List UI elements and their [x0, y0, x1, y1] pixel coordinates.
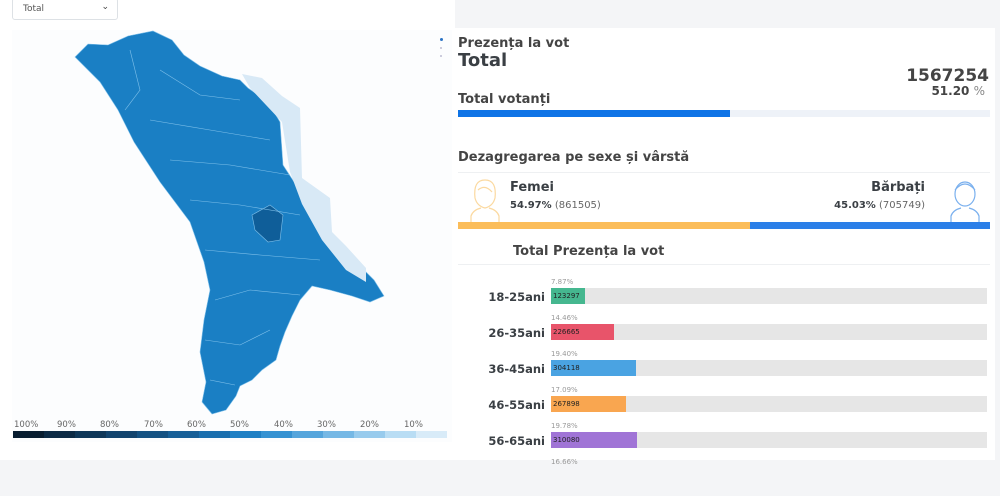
- age-label: 18-25ani: [488, 290, 545, 304]
- female-pct: 54.97%: [510, 200, 552, 211]
- age-bar-fill[interactable]: 123297: [551, 288, 586, 304]
- age-row: 14.46% 26-35ani 226665: [455, 314, 995, 352]
- legend-label: 100%: [14, 420, 39, 430]
- legend-swatch: [323, 431, 354, 438]
- filter-select[interactable]: Total ⌄: [12, 0, 118, 20]
- turnout-percent: 51.20 %: [931, 84, 985, 98]
- legend-label: 80%: [100, 420, 119, 430]
- age-pct: 19.40%: [551, 350, 578, 358]
- age-pct: 14.46%: [551, 314, 578, 322]
- panel-heading: Prezența la vot: [458, 36, 570, 51]
- age-bar-track: 226665: [551, 324, 987, 340]
- legend-label: 90%: [57, 420, 76, 430]
- legend-label: 30%: [317, 420, 336, 430]
- legend-swatch: [230, 431, 261, 438]
- age-row: 7.87% 18-25ani 123297: [455, 278, 995, 316]
- legend-label: 10%: [404, 420, 423, 430]
- region-transnistria[interactable]: [242, 74, 366, 282]
- age-label: 46-55ani: [488, 398, 545, 412]
- filter-selected: Total: [23, 4, 45, 14]
- age-row: 16.66%: [455, 458, 995, 496]
- map-panel: Total ⌄ 100% 90% 80% 70% 60% 50% 40% 30%…: [0, 0, 455, 460]
- legend-swatch: [261, 431, 292, 438]
- map-scroll-indicator[interactable]: [438, 38, 444, 63]
- turnout-progress: [458, 110, 990, 117]
- gender-split-bar: [458, 222, 990, 229]
- turnout-label: Total votanți: [458, 92, 551, 107]
- turnout-progress-fill: [458, 110, 731, 117]
- age-pct: 17.09%: [551, 386, 578, 394]
- female-label: Femei: [510, 180, 554, 195]
- legend-swatch: [292, 431, 323, 438]
- age-bar-fill[interactable]: 304118: [551, 360, 636, 376]
- age-label: 36-45ani: [488, 362, 545, 376]
- legend-swatch: [199, 431, 230, 438]
- legend-swatch: [385, 431, 416, 438]
- age-label: 26-35ani: [488, 326, 545, 340]
- gender-section-title: Dezagregarea pe sexe și vârstă: [458, 150, 690, 165]
- turnout-percent-value: 51.20: [931, 84, 970, 98]
- legend-swatch: [75, 431, 106, 438]
- legend-swatch: [137, 431, 168, 438]
- age-bar-fill[interactable]: 226665: [551, 324, 615, 340]
- male-pct: 45.03%: [834, 200, 876, 211]
- age-row: 17.09% 46-55ani 267898: [455, 386, 995, 424]
- male-icon: [950, 181, 980, 224]
- age-pct: 16.66%: [551, 458, 578, 466]
- legend-label: 70%: [144, 420, 163, 430]
- legend-label: 50%: [230, 420, 249, 430]
- age-header-title: Prezența la vot: [553, 244, 665, 259]
- age-header-total: Total: [513, 244, 549, 259]
- age-row: 19.40% 36-45ani 304118: [455, 350, 995, 388]
- chevron-down-icon: ⌄: [101, 2, 109, 12]
- panel-subheading: Total: [458, 50, 508, 71]
- legend-swatch: [13, 431, 44, 438]
- legend-swatch: [168, 431, 199, 438]
- legend-swatch: [44, 431, 75, 438]
- age-row: 19.78% 56-65ani 310080: [455, 422, 995, 460]
- age-label: 56-65ani: [488, 434, 545, 448]
- female-share-bar: [458, 222, 751, 229]
- female-stat: 54.97% (861505): [510, 200, 601, 211]
- turnout-panel: Prezența la vot Total 1567254 51.20 % To…: [455, 28, 995, 466]
- legend-label: 40%: [274, 420, 293, 430]
- age-bar-fill[interactable]: 310080: [551, 432, 638, 448]
- total-voters: 1567254: [906, 66, 989, 86]
- region-moldova[interactable]: [74, 30, 385, 415]
- male-stat: 45.03% (705749): [834, 200, 925, 211]
- age-section-header: Total Prezența la vot: [513, 244, 664, 259]
- legend-label: 20%: [360, 420, 379, 430]
- male-count: (705749): [879, 200, 925, 211]
- region-dark[interactable]: [251, 204, 284, 243]
- age-bar-track: 267898: [551, 396, 987, 412]
- color-scale-legend: [13, 431, 447, 438]
- male-share-bar: [750, 222, 990, 229]
- female-icon: [470, 179, 500, 224]
- legend-label: 60%: [187, 420, 206, 430]
- female-count: (861505): [554, 200, 601, 211]
- divider: [458, 172, 990, 173]
- legend-swatch: [354, 431, 385, 438]
- divider: [458, 264, 990, 265]
- age-pct: 7.87%: [551, 278, 574, 286]
- age-bar-fill[interactable]: 267898: [551, 396, 626, 412]
- age-pct: 19.78%: [551, 422, 578, 430]
- age-bar-track: 304118: [551, 360, 987, 376]
- age-bar-track: 123297: [551, 288, 987, 304]
- age-bar-track: 310080: [551, 432, 987, 448]
- legend-swatch: [106, 431, 137, 438]
- male-label: Bărbați: [871, 180, 925, 195]
- turnout-map: [12, 30, 452, 442]
- percent-symbol: %: [973, 84, 985, 98]
- legend-swatch: [416, 431, 447, 438]
